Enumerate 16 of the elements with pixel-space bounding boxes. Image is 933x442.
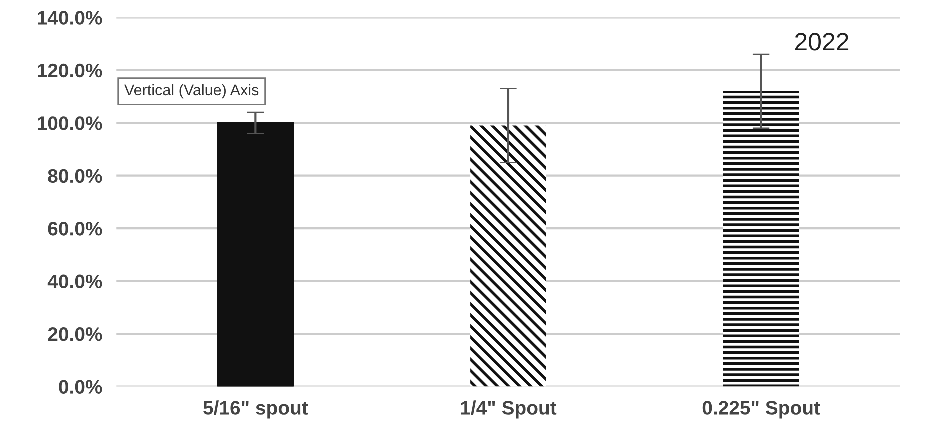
x-tick-label: 5/16" spout xyxy=(204,400,308,419)
x-tick-label: 1/4" Spout xyxy=(461,400,557,419)
bar xyxy=(217,122,294,387)
y-tick-label: 20.0% xyxy=(48,327,102,342)
y-tick-label: 120.0% xyxy=(38,64,102,78)
y-tick-label: 80.0% xyxy=(48,169,102,184)
y-tick-label: 60.0% xyxy=(48,222,102,236)
chart-title: 2022 xyxy=(795,33,849,51)
y-tick-label: 40.0% xyxy=(48,274,102,289)
y-tick-label: 100.0% xyxy=(38,116,102,130)
annotation: Vertical (Value) Axis xyxy=(124,84,259,99)
x-tick-label: 0.225" Spout xyxy=(702,401,820,419)
y-tick-label: 140.0% xyxy=(38,11,102,25)
bar xyxy=(470,126,546,387)
y-tick-label: 0.0% xyxy=(59,380,102,394)
bar xyxy=(723,91,800,387)
